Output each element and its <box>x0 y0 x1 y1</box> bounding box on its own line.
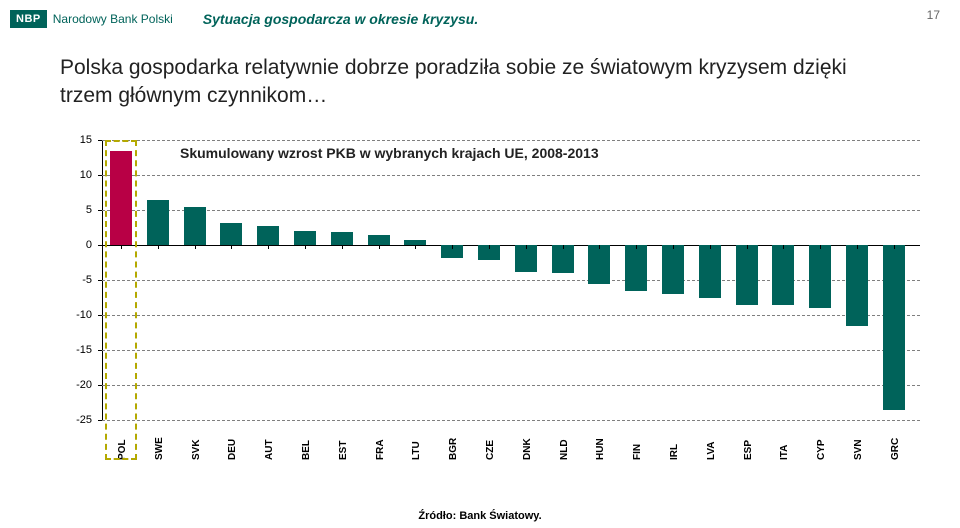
bar-fin <box>625 245 647 291</box>
header-bar: NBP Narodowy Bank Polski Sytuacja gospod… <box>0 8 960 30</box>
x-label-nld: NLD <box>559 439 570 460</box>
chart-source: Źródło: Bank Światowy. <box>0 510 960 522</box>
gridline <box>102 315 920 316</box>
y-axis-label: 5 <box>66 204 92 216</box>
page-number: 17 <box>927 8 940 22</box>
bar-bel <box>294 231 316 245</box>
x-label-swe: SWE <box>154 437 165 460</box>
gridline <box>102 420 920 421</box>
bar-lva <box>699 245 721 298</box>
x-label-deu: DEU <box>227 439 238 460</box>
x-label-grc: GRC <box>890 438 901 460</box>
main-heading: Polska gospodarka relatywnie dobrze pora… <box>60 54 900 111</box>
y-axis-label: -15 <box>66 344 92 356</box>
x-label-aut: AUT <box>264 439 275 460</box>
bank-name: Narodowy Bank Polski <box>53 12 173 26</box>
x-label-svn: SVN <box>853 439 864 460</box>
bar-swe <box>147 200 169 246</box>
x-label-bgr: BGR <box>448 438 459 460</box>
x-label-ltu: LTU <box>411 441 422 460</box>
chart-area: 151050-5-10-15-20-25POLSWESVKDEUAUTBELES… <box>60 140 920 460</box>
x-label-cze: CZE <box>485 440 496 460</box>
bar-fra <box>368 235 390 246</box>
source-label: Źródło: <box>418 510 456 522</box>
y-axis-label: -25 <box>66 414 92 426</box>
x-label-bel: BEL <box>301 440 312 460</box>
x-label-ita: ITA <box>779 445 790 460</box>
bar-est <box>331 232 353 245</box>
x-label-irl: IRL <box>669 444 680 460</box>
highlight-box <box>105 140 137 460</box>
y-axis-label: 10 <box>66 169 92 181</box>
bar-svk <box>184 207 206 246</box>
y-axis-label: 0 <box>66 239 92 251</box>
x-label-dnk: DNK <box>522 438 533 460</box>
y-axis-label: -5 <box>66 274 92 286</box>
y-axis-label: 15 <box>66 134 92 146</box>
bar-cyp <box>809 245 831 308</box>
bar-grc <box>883 245 905 410</box>
gridline <box>102 385 920 386</box>
gridline <box>102 140 920 141</box>
bar-irl <box>662 245 684 294</box>
x-label-esp: ESP <box>743 440 754 460</box>
gridline <box>102 280 920 281</box>
bar-nld <box>552 245 574 273</box>
gridline <box>102 210 920 211</box>
nbp-logo-badge: NBP <box>10 10 47 28</box>
x-label-svk: SVK <box>191 439 202 460</box>
bar-esp <box>736 245 758 305</box>
x-label-fin: FIN <box>632 444 643 460</box>
gridline <box>102 175 920 176</box>
x-label-fra: FRA <box>375 439 386 460</box>
bar-aut <box>257 226 279 245</box>
x-label-cyp: CYP <box>816 439 827 460</box>
bar-hun <box>588 245 610 284</box>
bar-deu <box>220 223 242 245</box>
source-value: Bank Światowy. <box>459 510 541 522</box>
x-label-lva: LVA <box>706 441 717 460</box>
x-label-est: EST <box>338 441 349 460</box>
y-axis-label: -10 <box>66 309 92 321</box>
y-axis-label: -20 <box>66 379 92 391</box>
gridline <box>102 350 920 351</box>
zero-line <box>102 245 920 246</box>
bar-ita <box>772 245 794 305</box>
section-title: Sytuacja gospodarcza w okresie kryzysu. <box>203 11 478 27</box>
x-label-hun: HUN <box>595 438 606 460</box>
bar-svn <box>846 245 868 326</box>
